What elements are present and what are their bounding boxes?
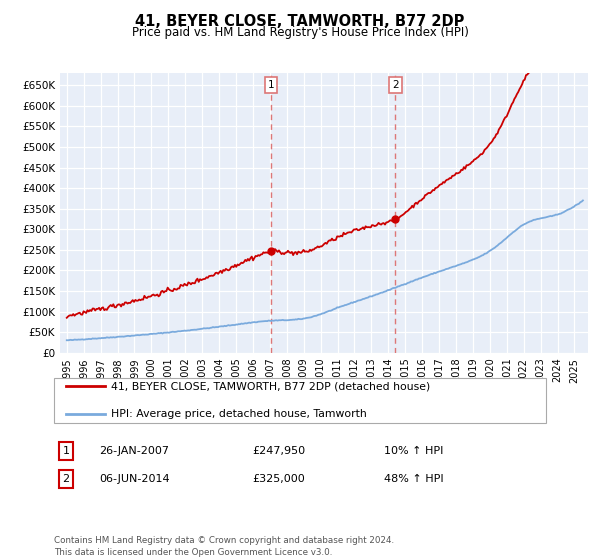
Text: 2: 2 [62,474,70,484]
Text: 2: 2 [392,80,399,90]
Text: 41, BEYER CLOSE, TAMWORTH, B77 2DP: 41, BEYER CLOSE, TAMWORTH, B77 2DP [136,14,464,29]
Text: 10% ↑ HPI: 10% ↑ HPI [384,446,443,456]
Text: £247,950: £247,950 [252,446,305,456]
Text: 1: 1 [268,80,274,90]
Text: £325,000: £325,000 [252,474,305,484]
Text: 1: 1 [62,446,70,456]
Text: 06-JUN-2014: 06-JUN-2014 [99,474,170,484]
Text: 41, BEYER CLOSE, TAMWORTH, B77 2DP (detached house): 41, BEYER CLOSE, TAMWORTH, B77 2DP (deta… [111,381,430,391]
Text: Price paid vs. HM Land Registry's House Price Index (HPI): Price paid vs. HM Land Registry's House … [131,26,469,39]
Text: Contains HM Land Registry data © Crown copyright and database right 2024.
This d: Contains HM Land Registry data © Crown c… [54,536,394,557]
Text: 48% ↑ HPI: 48% ↑ HPI [384,474,443,484]
Text: 26-JAN-2007: 26-JAN-2007 [99,446,169,456]
Text: HPI: Average price, detached house, Tamworth: HPI: Average price, detached house, Tamw… [111,409,367,419]
